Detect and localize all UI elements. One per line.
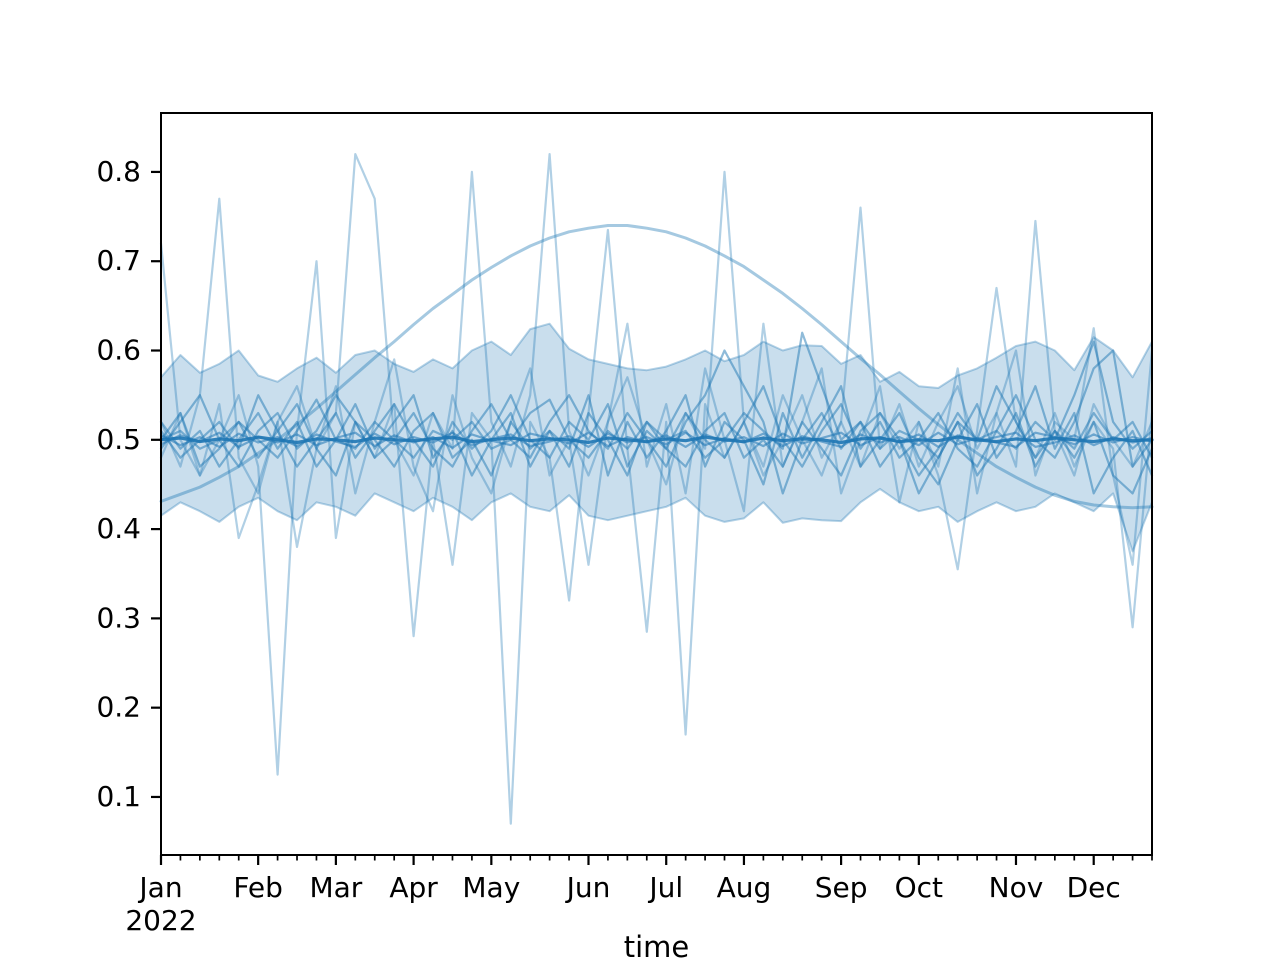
series-medium-series-1 (159, 331, 1154, 459)
y-tick-label: 0.2 (96, 691, 141, 724)
series-medium-series-4 (159, 403, 1154, 495)
y-tick-label: 0.6 (96, 334, 141, 367)
x-tick-label: Jan (137, 871, 182, 904)
x-tick-year-label: 2022 (125, 904, 196, 937)
series-medium-series-2 (159, 349, 1154, 495)
x-tick-label: Apr (389, 871, 438, 904)
x-tick-label: Oct (895, 871, 943, 904)
x-tick-label: May (462, 871, 520, 904)
x-tick-label: Jul (647, 871, 683, 904)
y-tick-label: 0.3 (96, 601, 141, 634)
series-ensemble-mean (159, 435, 1154, 445)
y-tick-label: 0.5 (96, 423, 141, 456)
x-tick-label: Nov (989, 871, 1044, 904)
x-tick-label: Sep (815, 871, 868, 904)
x-tick-label: Mar (309, 871, 362, 904)
x-tick-label: Jun (565, 871, 611, 904)
plot-frame (160, 112, 1153, 856)
y-tick-label: 0.7 (96, 244, 141, 277)
band-upper-edge (160, 322, 1153, 389)
series-spiky-series-2 (159, 228, 1154, 825)
series-medium-series-5 (159, 385, 1154, 495)
x-tick-label: Dec (1067, 871, 1121, 904)
band-lower-edge (160, 487, 1153, 553)
x-tick-label: Aug (717, 871, 772, 904)
x-tick-label: Feb (233, 871, 283, 904)
y-tick-label: 0.1 (96, 780, 141, 813)
series-seasonal-trend (159, 224, 1154, 510)
x-axis-title: time (624, 930, 690, 960)
uncertainty-band (161, 323, 1152, 552)
y-tick-label: 0.4 (96, 512, 141, 545)
y-tick-label: 0.8 (96, 155, 141, 188)
